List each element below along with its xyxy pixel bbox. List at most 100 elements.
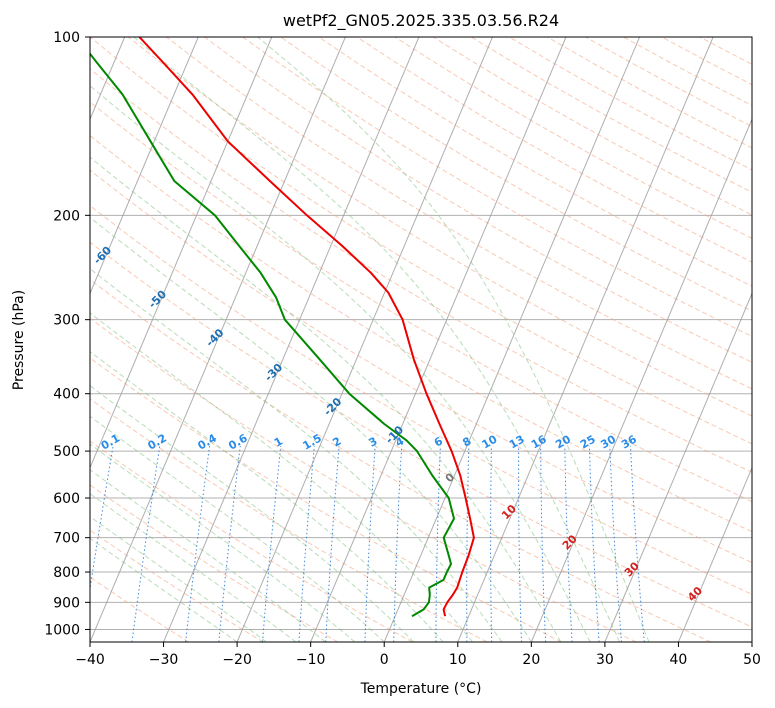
mixing-ratio-line (364, 445, 376, 642)
dry-adiabat-line (356, 37, 752, 263)
mixing-ratio-line (393, 445, 403, 642)
dry-adiabat-line (127, 37, 752, 417)
dry-adiabat-line (90, 278, 712, 642)
mixing-ratio-label: 2 (330, 435, 343, 450)
chart-title: wetPf2_GN05.2025.335.03.56.R24 (283, 11, 559, 31)
x-tick-label: −40 (75, 652, 105, 668)
moist-adiabat-line (90, 85, 591, 642)
dry-adiabat-line (166, 37, 752, 390)
y-tick-label: 700 (53, 531, 80, 547)
mixing-ratio-label: 1 (272, 435, 285, 450)
y-axis: 1000 900 800 700 600 500 400 300 200 100 (44, 30, 90, 638)
x-tick-label: −20 (222, 652, 252, 668)
moist-adiabat-line (90, 415, 385, 642)
mixing-ratio-line (630, 445, 645, 642)
moist-adiabat-line (90, 268, 503, 642)
mixing-ratio-line (435, 445, 441, 642)
isotherm-line (677, 466, 752, 642)
x-tick-label: 10 (449, 652, 467, 668)
moist-adiabat-line (90, 156, 562, 642)
isotherm-label: 30 (622, 559, 642, 579)
reference-line-labels: 0.10.20.40.611.52346810131620253036-100-… (0, 156, 705, 605)
dry-adiabat-line (432, 37, 752, 216)
dry-adiabat-line (90, 484, 339, 642)
moist-adiabat-line (90, 537, 238, 642)
mixing-ratio-line (262, 445, 282, 642)
dry-adiabat-line (90, 398, 488, 642)
x-tick-label: −10 (296, 652, 326, 668)
dry-adiabat-line (90, 317, 637, 642)
isotherm-label: -20 (321, 395, 344, 418)
dry-adiabat-line (661, 37, 752, 86)
x-axis: −40 −30 −20 −10 0 10 20 30 40 50 (75, 642, 761, 668)
dry-adiabat-line (90, 134, 752, 533)
mixing-ratio-label: 16 (529, 432, 549, 451)
moist-adiabat-line (257, 37, 650, 642)
dry-adiabat-line (90, 37, 752, 445)
moist-adiabat-line (90, 493, 297, 642)
mixing-ratio-label: 36 (619, 432, 639, 451)
isotherm-line (604, 292, 752, 642)
dry-adiabat-line (547, 37, 752, 149)
isotherm-label: -60 (91, 244, 114, 267)
mixing-ratio-line (185, 445, 211, 642)
moist-adiabat-line (90, 350, 444, 642)
dry-adiabat-line (90, 101, 752, 503)
isotherm-label: -80 (0, 156, 4, 179)
x-tick-label: 50 (743, 652, 761, 668)
moist-adiabat-line (90, 312, 473, 642)
dry-adiabat-line (204, 37, 752, 363)
mixing-ratio-line (564, 445, 573, 642)
y-tick-label: 500 (53, 444, 80, 460)
mixing-ratio-line (518, 445, 522, 642)
mixing-ratio-line (218, 445, 241, 642)
mixing-ratio-line (588, 445, 600, 642)
mixing-ratio-line (90, 445, 114, 592)
mixing-ratio-line (609, 445, 623, 642)
mixing-ratio-line (298, 445, 315, 642)
mixing-ratio-line (131, 445, 161, 642)
dry-adiabat-line (90, 241, 752, 628)
dry-adiabat-line (90, 357, 562, 642)
dry-adiabat-line (585, 37, 752, 128)
dry-adiabat-line (90, 529, 264, 642)
isotherm-label: 20 (560, 532, 580, 552)
isotherm-line (457, 37, 714, 642)
dewpoint-profile-line (90, 52, 455, 618)
moist-adiabat-line (90, 469, 326, 642)
dry-adiabat-line (318, 37, 752, 287)
isotherm-line (90, 37, 346, 642)
y-tick-label: 900 (53, 595, 80, 611)
dry-adiabat-line (242, 37, 752, 337)
y-tick-label: 400 (53, 387, 80, 403)
mixing-ratio-label: 0.2 (146, 432, 169, 453)
sounding-series (90, 37, 475, 618)
isotherm-line (310, 37, 567, 642)
isotherm-label: -30 (262, 361, 285, 384)
x-axis-label: Temperature (°C) (360, 681, 482, 697)
mixing-ratio-label: 13 (507, 433, 527, 452)
mixing-ratio-label: 25 (578, 433, 598, 452)
dry-adiabat-line (90, 205, 752, 595)
mixing-ratio-label: 0.6 (226, 431, 250, 452)
moist-adiabat-line (133, 37, 621, 642)
temperature-profile-line (138, 37, 475, 617)
isotherm-line (90, 37, 199, 295)
y-tick-label: 200 (53, 208, 80, 224)
y-tick-label: 100 (53, 30, 80, 46)
isotherm-label: 40 (685, 584, 705, 604)
mixing-ratio-line (490, 445, 493, 642)
y-tick-label: 800 (53, 565, 80, 581)
isotherm-line (236, 37, 493, 642)
mixing-ratio-label: 0.1 (99, 432, 122, 453)
y-tick-label: 1000 (44, 622, 80, 638)
x-tick-label: 40 (670, 652, 688, 668)
isotherm-label: -50 (146, 288, 169, 311)
plot-frame (89, 36, 753, 643)
dry-adiabat-line (90, 68, 752, 473)
isotherm-line (530, 117, 752, 642)
x-tick-label: 0 (380, 652, 389, 668)
x-tick-label: 20 (522, 652, 540, 668)
y-tick-label: 600 (53, 491, 80, 507)
